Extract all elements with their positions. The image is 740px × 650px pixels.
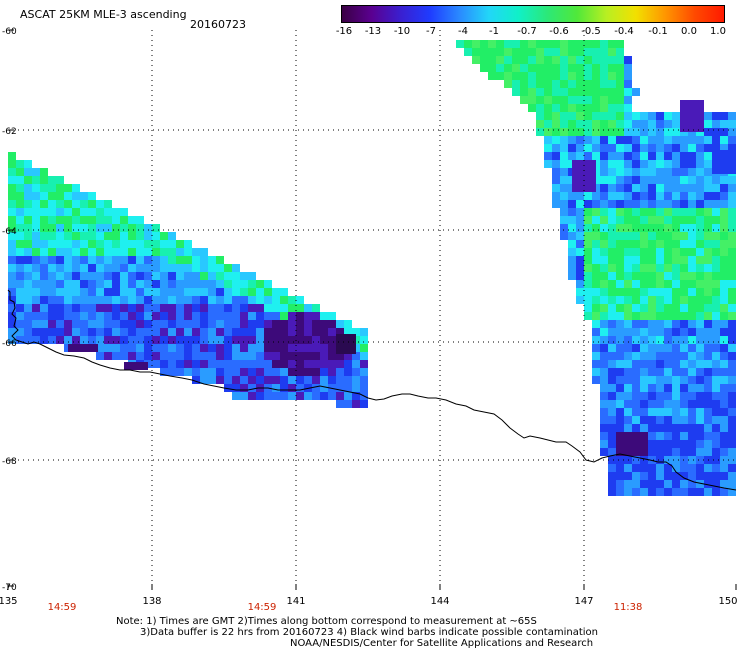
lat-label: -60 [2,27,17,37]
lat-label: -70 [2,583,17,593]
colorbar-label: 1.0 [710,26,726,37]
colorbar-label: -4 [458,26,468,37]
coastline [7,289,737,491]
colorbar-label: -0.1 [648,26,668,37]
map-title: ASCAT 25KM MLE-3 ascending [20,8,187,21]
colorbar-label: -0.4 [614,26,634,37]
colorbar-label: -0.7 [517,26,537,37]
lat-label: -64 [2,227,17,237]
colorbar-label: -1 [489,26,499,37]
map-date: 20160723 [190,18,246,31]
colorbar-label: 0.0 [681,26,697,37]
lon-label: 150 [718,596,737,607]
lon-label: 147 [574,596,593,607]
lat-label: -68 [2,457,17,467]
colorbar-label: -0.5 [581,26,601,37]
colorbar-label: -7 [426,26,436,37]
colorbar-label: -13 [364,26,382,37]
lat-label: -62 [2,127,17,137]
pass-time-label: 11:38 [614,602,643,613]
lat-label: -66 [2,339,17,349]
note-line-3: NOAA/NESDIS/Center for Satellite Applica… [290,638,594,649]
lon-label: 144 [430,596,449,607]
footer-notes: Note: 1) Times are GMT 2)Times along bot… [0,614,740,650]
wind-swaths [8,40,736,496]
tick-marks [7,29,737,590]
lon-label: 138 [142,596,161,607]
pass-time-label: 14:59 [48,602,77,613]
note-line-2: 3)Data buffer is 22 hrs from 20160723 4)… [140,627,598,638]
colorbar-labels: -16 -13 -10 -7 -4 -1 -0.7 -0.6 -0.5 -0.4… [336,26,726,38]
colorbar-label: -10 [393,26,411,37]
lon-label: 141 [286,596,305,607]
colorbar-label: -0.6 [549,26,569,37]
colorbar [341,5,725,23]
graticule [8,30,736,590]
note-line-1: Note: 1) Times are GMT 2)Times along bot… [116,616,537,627]
lon-label: 135 [0,596,18,607]
colorbar-label: -16 [335,26,353,37]
pass-time-label: 14:59 [248,602,277,613]
